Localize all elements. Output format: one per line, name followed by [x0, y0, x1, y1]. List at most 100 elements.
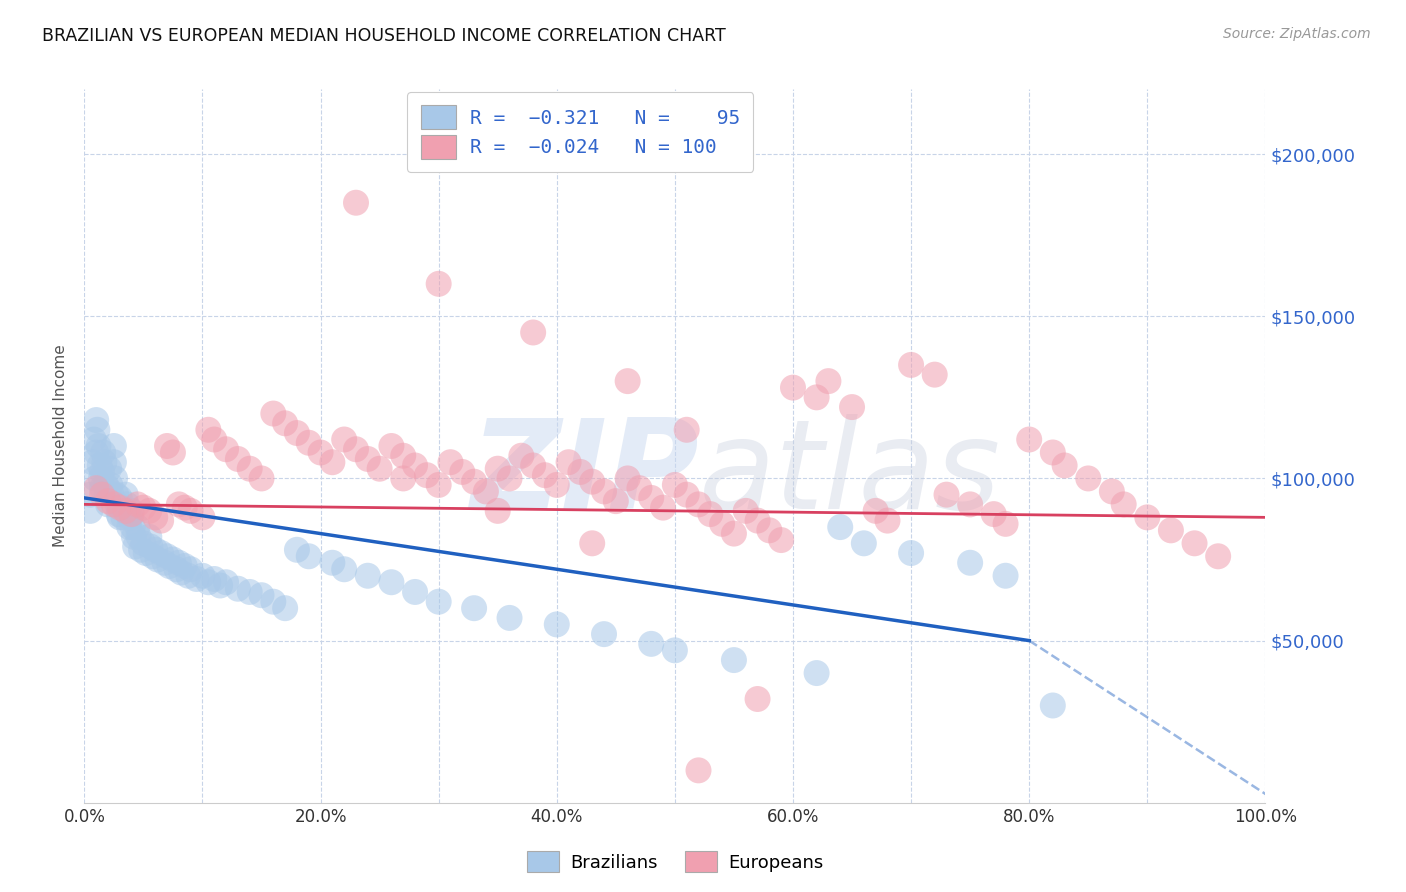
Point [180, 562, 202, 576]
Point [357, 568, 380, 582]
Point [96, 488, 118, 502]
Point [344, 442, 367, 457]
Point [510, 449, 533, 463]
Point [121, 520, 143, 534]
Point [173, 500, 195, 515]
Point [153, 556, 176, 570]
Point [640, 637, 662, 651]
Point [98, 478, 121, 492]
Point [522, 326, 544, 340]
Text: BRAZILIAN VS EUROPEAN MEDIAN HOUSEHOLD INCOME CORRELATION CHART: BRAZILIAN VS EUROPEAN MEDIAN HOUSEHOLD I… [42, 27, 725, 45]
Point [84, 413, 107, 427]
Point [239, 585, 262, 599]
Point [120, 510, 142, 524]
Point [91, 465, 114, 479]
Point [747, 692, 769, 706]
Point [416, 468, 439, 483]
Point [368, 461, 391, 475]
Point [162, 552, 184, 566]
Point [108, 491, 131, 505]
Point [806, 390, 828, 404]
Point [344, 195, 367, 210]
Point [107, 507, 129, 521]
Point [569, 465, 592, 479]
Point [817, 374, 839, 388]
Point [138, 530, 160, 544]
Point [557, 455, 579, 469]
Point [546, 617, 568, 632]
Point [959, 497, 981, 511]
Point [117, 507, 139, 521]
Point [108, 500, 131, 515]
Point [122, 530, 145, 544]
Point [333, 433, 356, 447]
Point [392, 471, 415, 485]
Point [167, 556, 190, 570]
Point [1077, 471, 1099, 485]
Point [1042, 445, 1064, 459]
Point [723, 526, 745, 541]
Point [129, 542, 152, 557]
Point [664, 643, 686, 657]
Point [298, 435, 321, 450]
Point [186, 572, 208, 586]
Point [616, 374, 638, 388]
Point [1160, 524, 1182, 538]
Point [157, 559, 180, 574]
Point [226, 452, 249, 467]
Point [616, 471, 638, 485]
Point [111, 500, 134, 515]
Point [91, 445, 114, 459]
Point [593, 484, 616, 499]
Point [522, 458, 544, 473]
Point [652, 500, 675, 515]
Point [688, 497, 710, 511]
Point [91, 481, 114, 495]
Point [104, 471, 127, 485]
Point [156, 549, 179, 564]
Point [688, 764, 710, 778]
Point [87, 439, 110, 453]
Point [498, 471, 520, 485]
Point [546, 478, 568, 492]
Point [121, 504, 143, 518]
Point [226, 582, 249, 596]
Point [274, 601, 297, 615]
Point [180, 504, 202, 518]
Point [711, 516, 734, 531]
Point [734, 504, 756, 518]
Point [628, 481, 651, 495]
Point [380, 575, 402, 590]
Point [900, 546, 922, 560]
Point [664, 478, 686, 492]
Point [451, 465, 474, 479]
Point [250, 471, 273, 485]
Point [166, 562, 188, 576]
Point [191, 510, 214, 524]
Point [935, 488, 957, 502]
Point [150, 514, 173, 528]
Point [135, 546, 157, 560]
Point [758, 524, 780, 538]
Point [86, 423, 108, 437]
Point [1206, 549, 1229, 564]
Point [699, 507, 721, 521]
Point [298, 549, 321, 564]
Point [100, 488, 122, 502]
Point [994, 516, 1017, 531]
Point [357, 452, 380, 467]
Point [830, 520, 852, 534]
Text: Source: ZipAtlas.com: Source: ZipAtlas.com [1223, 27, 1371, 41]
Point [84, 481, 107, 495]
Point [250, 588, 273, 602]
Point [427, 478, 450, 492]
Point [983, 507, 1005, 521]
Point [118, 520, 141, 534]
Point [1136, 510, 1159, 524]
Point [143, 510, 166, 524]
Point [114, 488, 136, 502]
Point [321, 455, 343, 469]
Point [202, 572, 225, 586]
Point [309, 445, 332, 459]
Point [1053, 458, 1076, 473]
